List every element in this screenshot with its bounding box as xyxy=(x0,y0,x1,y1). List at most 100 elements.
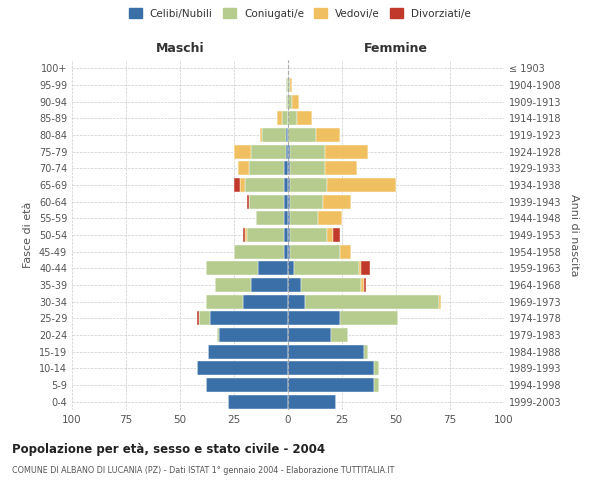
Legend: Celibi/Nubili, Coniugati/e, Vedovi/e, Divorziati/e: Celibi/Nubili, Coniugati/e, Vedovi/e, Di… xyxy=(126,5,474,21)
Text: Maschi: Maschi xyxy=(155,42,205,55)
Bar xyxy=(290,244,340,259)
Bar xyxy=(290,78,292,92)
Bar xyxy=(359,261,361,276)
Bar xyxy=(210,311,288,326)
Bar xyxy=(327,178,396,192)
Bar xyxy=(290,178,327,192)
Bar xyxy=(284,244,288,259)
Bar xyxy=(295,261,359,276)
Bar xyxy=(234,144,251,159)
Bar xyxy=(284,162,288,175)
Bar xyxy=(281,112,288,126)
Bar xyxy=(290,228,327,242)
Bar xyxy=(286,94,288,109)
Bar xyxy=(242,294,288,308)
Bar xyxy=(288,128,316,142)
Bar xyxy=(288,394,335,409)
Y-axis label: Anni di nascita: Anni di nascita xyxy=(569,194,578,276)
Bar xyxy=(245,228,247,242)
Bar xyxy=(290,211,318,226)
Bar xyxy=(361,278,364,292)
Bar xyxy=(290,194,323,209)
Bar xyxy=(288,311,340,326)
Bar xyxy=(288,261,295,276)
Bar xyxy=(364,344,368,359)
Bar xyxy=(206,294,242,308)
Bar xyxy=(288,178,290,192)
Bar xyxy=(290,144,325,159)
Bar xyxy=(199,311,210,326)
Bar xyxy=(245,178,284,192)
Bar xyxy=(340,244,350,259)
Bar xyxy=(288,228,290,242)
Bar xyxy=(206,378,288,392)
Bar xyxy=(374,361,379,376)
Bar xyxy=(323,194,350,209)
Bar xyxy=(288,194,290,209)
Bar xyxy=(288,94,292,109)
Bar xyxy=(288,78,290,92)
Bar xyxy=(284,228,288,242)
Bar xyxy=(234,178,241,192)
Bar xyxy=(301,278,361,292)
Bar xyxy=(374,378,379,392)
Bar xyxy=(288,162,290,175)
Bar xyxy=(277,112,281,126)
Bar xyxy=(262,128,286,142)
Bar xyxy=(227,394,288,409)
Bar xyxy=(241,178,245,192)
Bar xyxy=(290,162,325,175)
Bar xyxy=(260,128,262,142)
Bar xyxy=(286,78,288,92)
Bar xyxy=(217,328,219,342)
Bar xyxy=(316,128,340,142)
Bar xyxy=(325,144,368,159)
Bar xyxy=(234,244,284,259)
Bar xyxy=(288,144,290,159)
Bar xyxy=(288,112,296,126)
Bar xyxy=(284,211,288,226)
Bar xyxy=(361,261,370,276)
Bar xyxy=(256,211,284,226)
Bar xyxy=(305,294,439,308)
Bar xyxy=(364,278,366,292)
Text: Popolazione per età, sesso e stato civile - 2004: Popolazione per età, sesso e stato civil… xyxy=(12,442,325,456)
Bar xyxy=(288,244,290,259)
Bar xyxy=(288,344,364,359)
Bar xyxy=(197,361,288,376)
Bar xyxy=(215,278,251,292)
Bar xyxy=(288,328,331,342)
Bar xyxy=(206,261,258,276)
Bar xyxy=(208,344,288,359)
Bar xyxy=(251,144,286,159)
Bar xyxy=(292,94,299,109)
Bar xyxy=(331,328,349,342)
Bar xyxy=(284,178,288,192)
Bar xyxy=(296,112,312,126)
Bar xyxy=(286,128,288,142)
Bar xyxy=(247,194,249,209)
Bar xyxy=(288,378,374,392)
Bar xyxy=(247,228,284,242)
Bar xyxy=(242,228,245,242)
Bar xyxy=(288,278,301,292)
Text: COMUNE DI ALBANO DI LUCANIA (PZ) - Dati ISTAT 1° gennaio 2004 - Elaborazione TUT: COMUNE DI ALBANO DI LUCANIA (PZ) - Dati … xyxy=(12,466,394,475)
Bar xyxy=(327,228,334,242)
Bar xyxy=(325,162,357,175)
Bar xyxy=(249,194,284,209)
Bar xyxy=(219,328,288,342)
Bar xyxy=(249,162,284,175)
Bar xyxy=(284,194,288,209)
Bar xyxy=(286,144,288,159)
Text: Femmine: Femmine xyxy=(364,42,428,55)
Bar xyxy=(288,211,290,226)
Y-axis label: Fasce di età: Fasce di età xyxy=(23,202,33,268)
Bar xyxy=(340,311,398,326)
Bar xyxy=(288,361,374,376)
Bar xyxy=(318,211,342,226)
Bar xyxy=(238,162,249,175)
Bar xyxy=(334,228,340,242)
Bar xyxy=(197,311,199,326)
Bar xyxy=(251,278,288,292)
Bar xyxy=(288,294,305,308)
